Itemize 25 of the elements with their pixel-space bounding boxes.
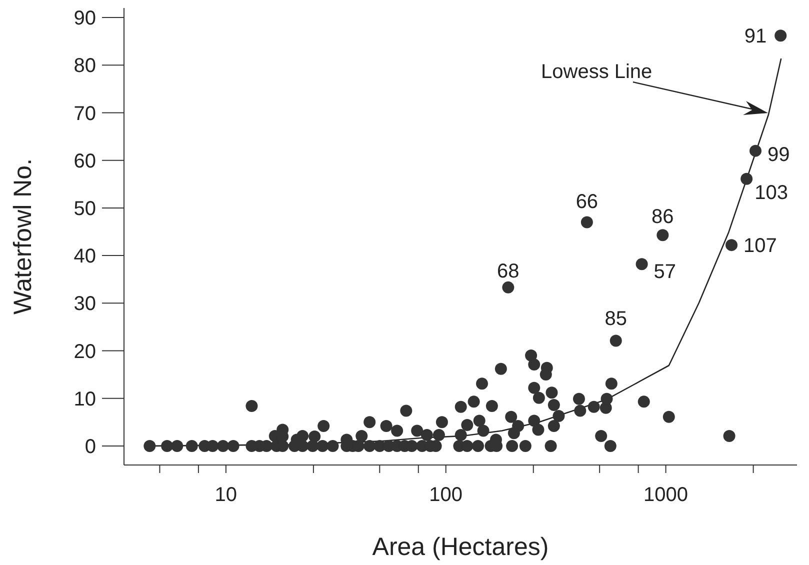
y-axis-title: Waterfowl No. [8, 158, 37, 315]
annotation: 66 [576, 191, 598, 214]
y-tick-label: 80 [74, 55, 96, 78]
y-tick-label: 10 [74, 388, 96, 410]
annotation: 57 [654, 261, 676, 284]
annotation: 91 [744, 26, 767, 48]
y-tick-label: 40 [74, 246, 96, 268]
x-tick-label: 1000 [644, 484, 688, 506]
annotation: 107 [744, 235, 777, 258]
y-tick-label: 0 [84, 436, 96, 458]
annotation: 103 [754, 182, 788, 204]
annotation: 68 [497, 260, 520, 282]
annotation: Lowess Line [541, 61, 652, 83]
y-tick-label: 30 [74, 293, 96, 316]
x-tick-label: 10 [214, 484, 238, 506]
y-tick-label: 60 [74, 150, 96, 172]
x-tick-label: 100 [429, 484, 463, 506]
x-axis-title: Area (Hectares) [372, 533, 549, 561]
annotation: 86 [652, 206, 674, 228]
annotation: 99 [768, 144, 790, 166]
y-tick-label: 70 [74, 102, 96, 125]
annotation: 85 [604, 308, 627, 330]
y-tick-label: 90 [74, 8, 96, 30]
y-tick-label: 20 [74, 340, 96, 363]
y-tick-label: 50 [74, 198, 96, 220]
